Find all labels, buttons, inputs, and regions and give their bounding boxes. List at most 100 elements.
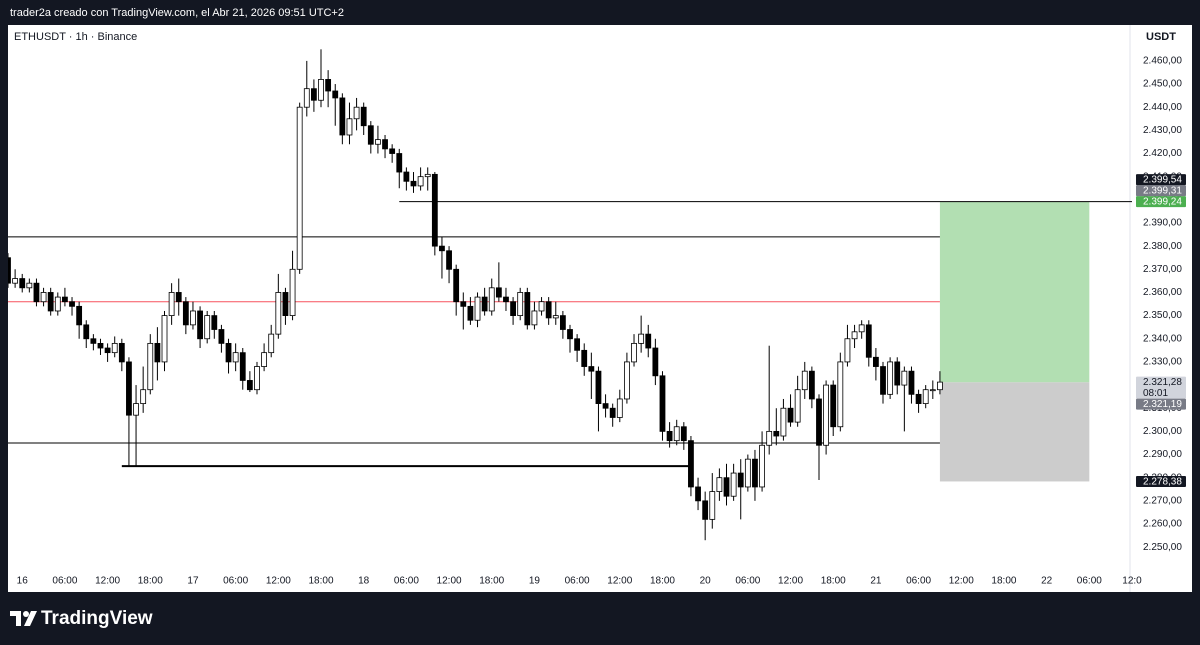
price-label-box: [1136, 398, 1186, 410]
candle-body: [673, 426, 680, 442]
candle-body: [389, 148, 396, 154]
candle-body: [296, 106, 303, 270]
candle-body: [908, 370, 915, 395]
y-tick-label: 2.250,00: [1143, 542, 1182, 553]
candle-body: [410, 180, 417, 187]
candle-body: [688, 440, 694, 488]
candle-body: [69, 301, 75, 307]
candle-body: [375, 139, 381, 145]
candle-body: [367, 125, 374, 145]
y-tick-label: 2.350,00: [1143, 310, 1182, 321]
candle-body: [830, 384, 837, 428]
price-countdown: 08:01: [1143, 388, 1168, 399]
y-tick-label: 2.260,00: [1143, 519, 1182, 530]
candle-body: [595, 370, 602, 404]
candle-body: [659, 375, 666, 432]
candle-body: [439, 245, 445, 252]
header: trader2a creado con TradingView.com, el …: [10, 7, 344, 19]
candle-body: [8, 257, 11, 284]
candle-body: [588, 366, 595, 372]
x-tick-label: 18: [358, 576, 370, 587]
candle-body: [76, 305, 83, 326]
chart-title: ETHUSDT · 1h · Binance: [14, 31, 137, 43]
plot: [8, 49, 1090, 541]
x-tick-label: 18:00: [479, 576, 504, 587]
candle-body: [275, 292, 282, 335]
candle-body: [488, 287, 495, 312]
x-tick-label: 18:00: [138, 576, 163, 587]
candle-body: [652, 347, 659, 377]
x-tick-label: 06:00: [735, 576, 760, 587]
candle-body: [524, 292, 531, 326]
candle-body: [26, 282, 33, 289]
candle-body: [47, 292, 54, 312]
candle-body: [552, 315, 559, 319]
candle-body: [232, 352, 239, 363]
position-loss: [939, 382, 1090, 482]
candle-body: [737, 472, 744, 488]
candle-body: [182, 301, 189, 326]
candle-body: [624, 361, 630, 400]
y-tick-label: 2.450,00: [1143, 79, 1182, 90]
candle-body: [175, 292, 182, 303]
candle-body: [424, 173, 431, 178]
x-tick-label: 19: [529, 576, 541, 587]
x-tick-label: 06:00: [906, 576, 931, 587]
candle-body: [133, 403, 139, 416]
x-tick-label: 17: [187, 576, 199, 587]
candle-body: [730, 472, 737, 497]
y-tick-label: 2.270,00: [1143, 495, 1182, 506]
candle-body: [346, 118, 353, 136]
candle-body: [33, 282, 40, 303]
candle-body: [823, 384, 830, 446]
candle-body: [446, 250, 452, 270]
price-label: 2.321,28: [1143, 377, 1182, 388]
candle-body: [310, 88, 317, 101]
price-label-box: [1136, 475, 1186, 487]
candle-body: [104, 347, 111, 354]
x-tick-label: 06:00: [394, 576, 419, 587]
candle-body: [702, 500, 709, 520]
candle-body: [865, 324, 872, 358]
position-profit: [939, 201, 1090, 383]
candle-body: [567, 329, 573, 340]
candle-body: [666, 430, 673, 442]
candle-body: [645, 333, 652, 349]
candle-body: [915, 393, 922, 404]
candle-body: [766, 430, 773, 446]
y-tick-label: 2.330,00: [1143, 357, 1182, 368]
candle-body: [140, 389, 147, 404]
candle-body: [545, 301, 552, 319]
y-tick-label: 2.380,00: [1143, 241, 1182, 252]
candle-body: [474, 296, 481, 321]
x-tick-label: 12:00: [778, 576, 803, 587]
price-label-box: [1136, 196, 1186, 208]
candle-body: [844, 338, 851, 363]
candle-body: [204, 315, 211, 340]
price-label: 2.321,19: [1143, 399, 1182, 410]
y-tick-label: 2.340,00: [1143, 333, 1182, 344]
candle-body: [246, 380, 253, 391]
candle-body: [339, 97, 346, 136]
x-tick-label: 12:00: [607, 576, 632, 587]
candle-body: [937, 381, 943, 391]
candle-body: [794, 389, 801, 423]
candle-body: [126, 361, 132, 416]
x-tick-label: 18:00: [991, 576, 1016, 587]
x-tick-label: 06:00: [52, 576, 77, 587]
candle-body: [360, 106, 367, 127]
candle-body: [318, 79, 324, 101]
candle-body: [282, 292, 289, 317]
candle-body: [382, 139, 388, 150]
candle-body: [403, 171, 410, 182]
candle-body: [225, 342, 232, 363]
candle-body: [887, 361, 894, 395]
candle-body: [481, 296, 488, 312]
x-tick-label: 18:00: [650, 576, 675, 587]
candle-body: [54, 296, 61, 312]
candle-body: [40, 292, 47, 303]
price-label: 2.399,54: [1143, 175, 1182, 186]
x-tick-label: 12:00: [437, 576, 462, 587]
y-tick-label: 2.460,00: [1143, 56, 1182, 67]
